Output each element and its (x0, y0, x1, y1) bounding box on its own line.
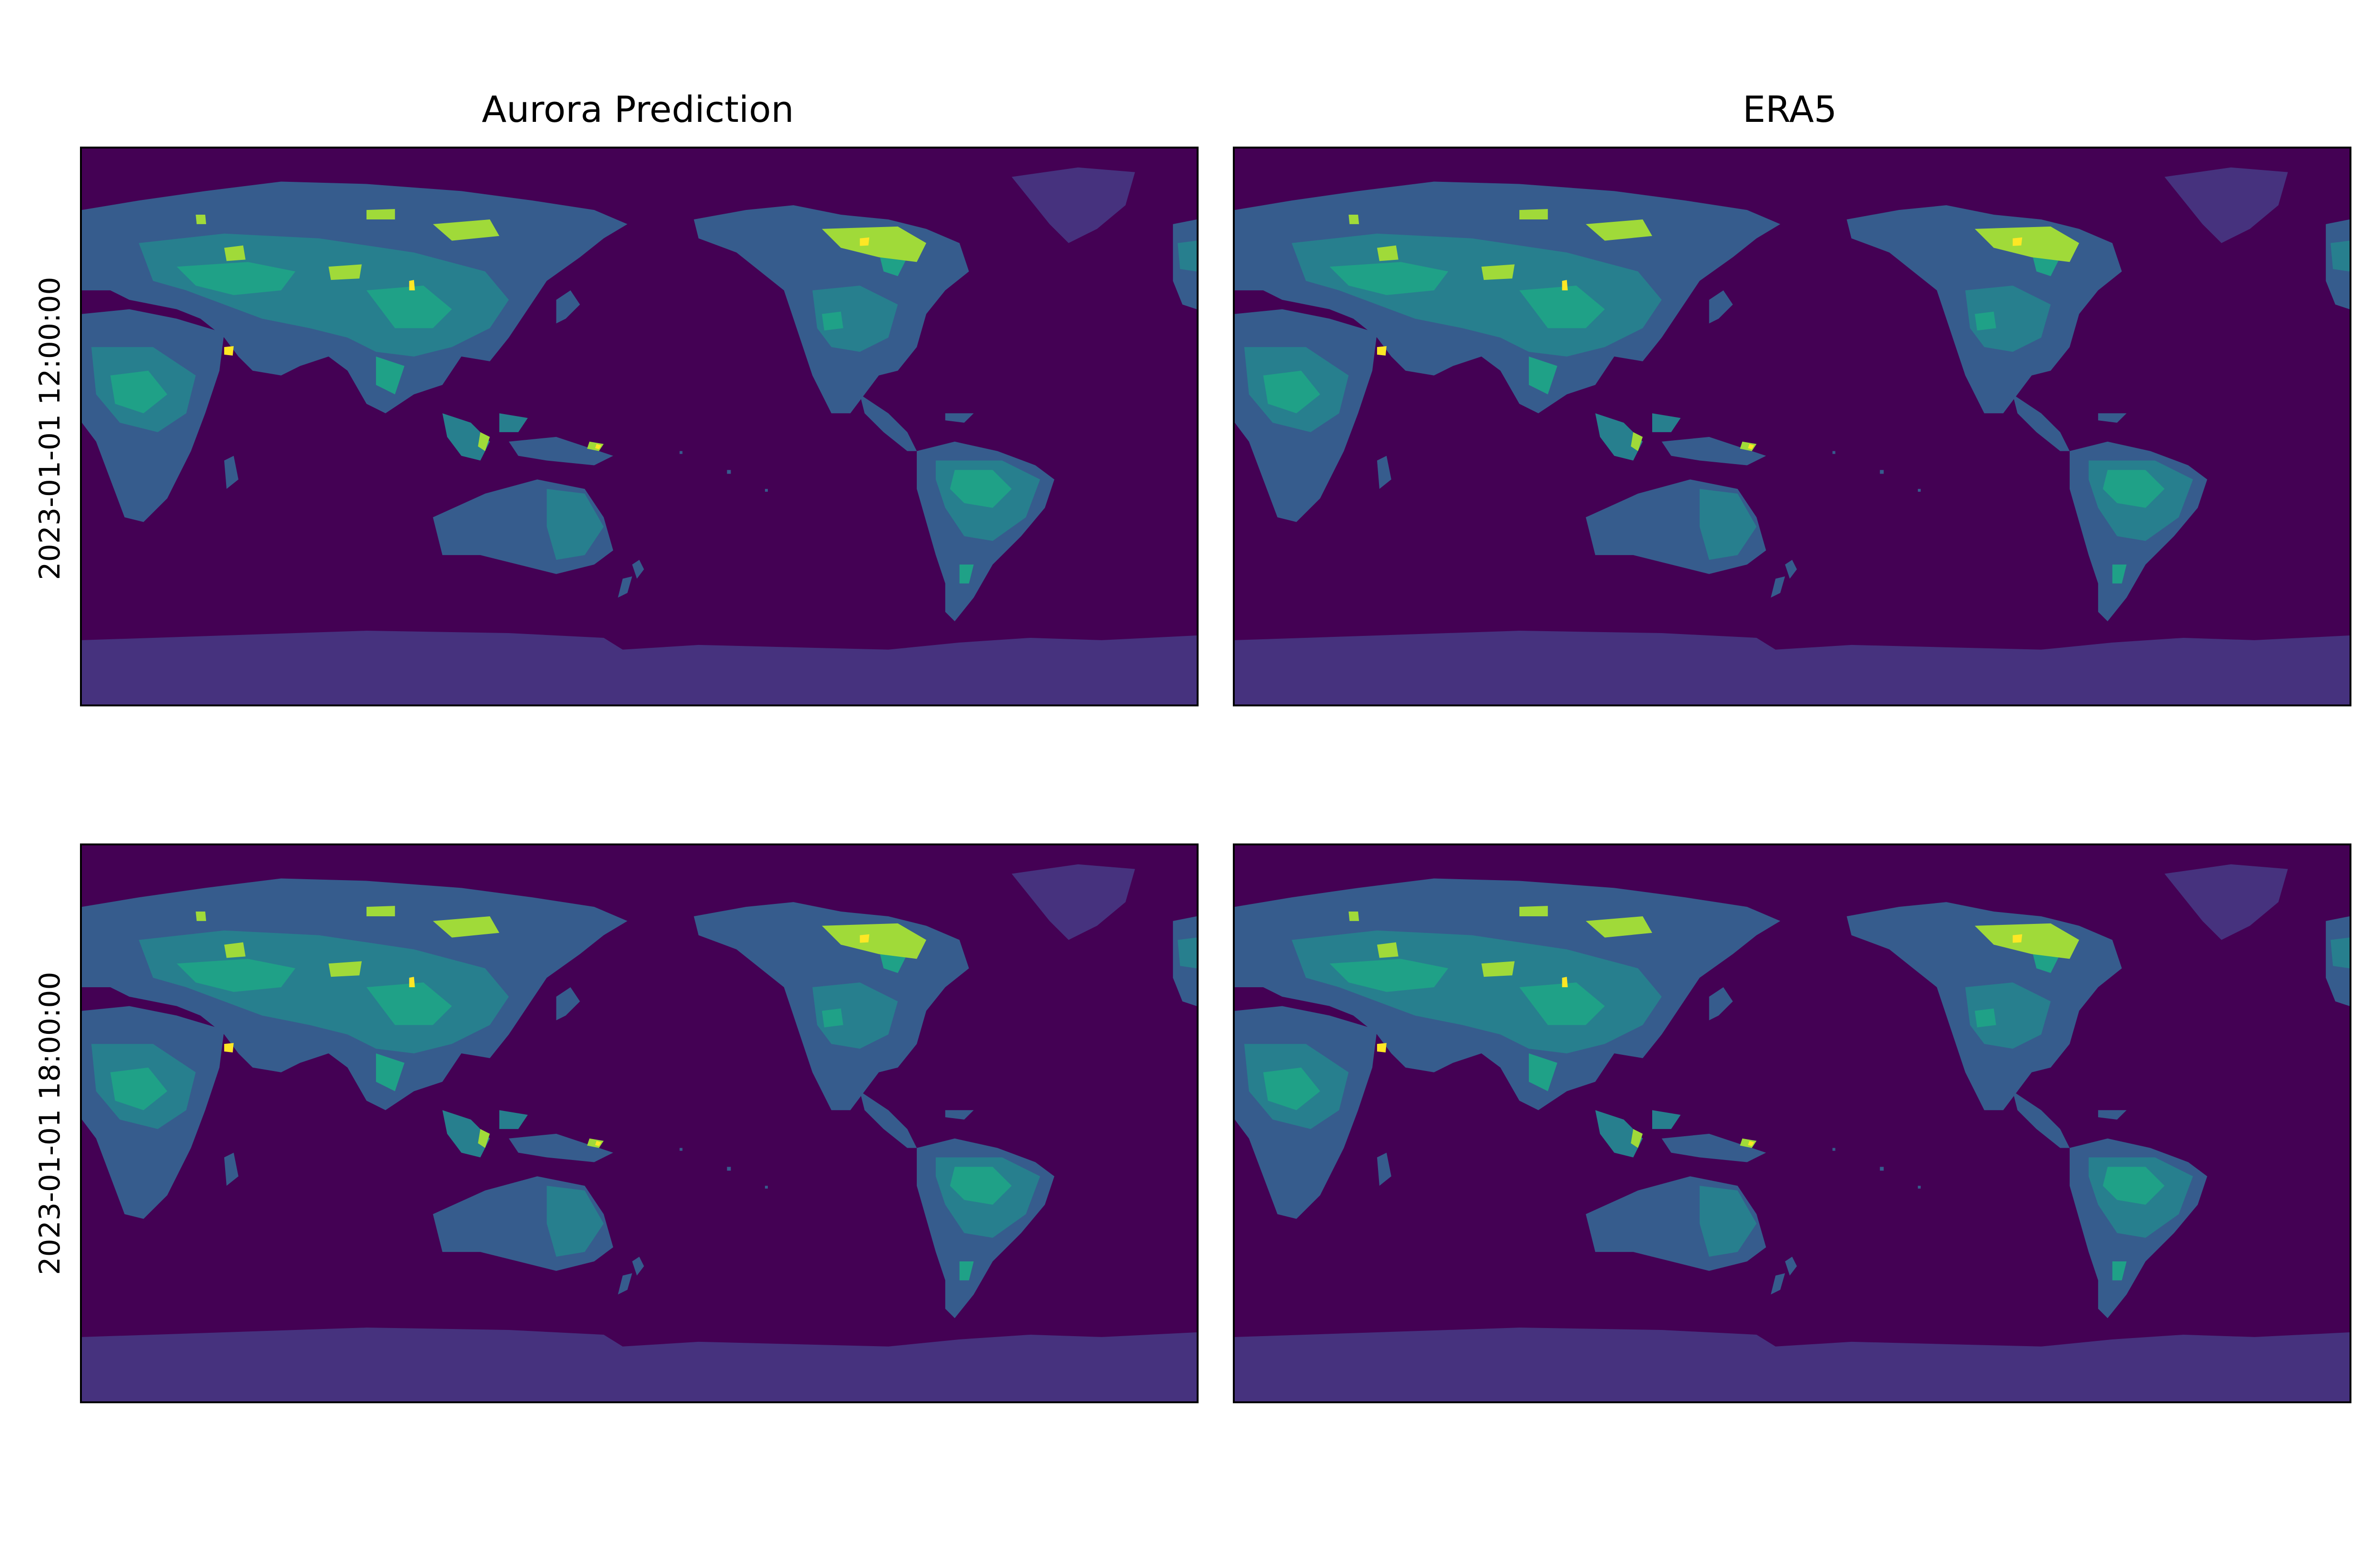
column-title-aurora: Aurora Prediction (482, 88, 794, 130)
map-panel-aurora-12 (80, 147, 1199, 706)
world-map (82, 149, 1197, 704)
world-map (1235, 149, 2350, 704)
map-panel-era5-18 (1233, 843, 2351, 1403)
world-map (1235, 845, 2350, 1401)
world-map (82, 845, 1197, 1401)
row-label-18: 2023-01-01 18:00:00 (33, 972, 67, 1275)
map-panel-era5-12 (1233, 147, 2351, 706)
row-label-12: 2023-01-01 12:00:00 (33, 277, 67, 580)
column-title-era5: ERA5 (1742, 88, 1837, 130)
map-panel-aurora-18 (80, 843, 1199, 1403)
